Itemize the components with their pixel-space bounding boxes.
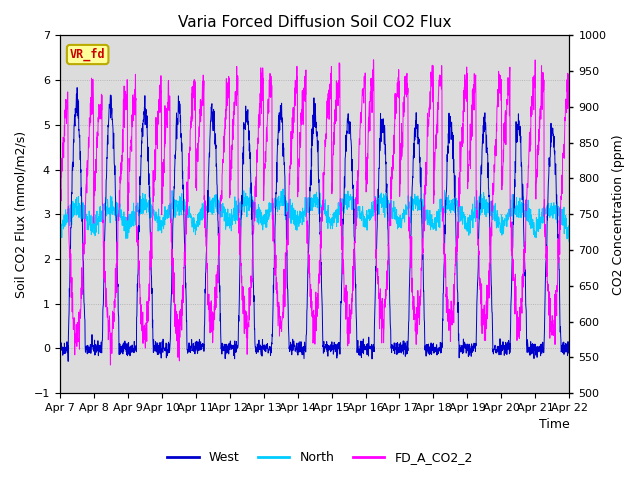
Legend: West, North, FD_A_CO2_2: West, North, FD_A_CO2_2 xyxy=(163,446,477,469)
X-axis label: Time: Time xyxy=(539,419,570,432)
Y-axis label: Soil CO2 Flux (mmol/m2/s): Soil CO2 Flux (mmol/m2/s) xyxy=(15,131,28,298)
Text: VR_fd: VR_fd xyxy=(70,48,106,61)
Y-axis label: CO2 Concentration (ppm): CO2 Concentration (ppm) xyxy=(612,134,625,295)
Title: Varia Forced Diffusion Soil CO2 Flux: Varia Forced Diffusion Soil CO2 Flux xyxy=(178,15,451,30)
